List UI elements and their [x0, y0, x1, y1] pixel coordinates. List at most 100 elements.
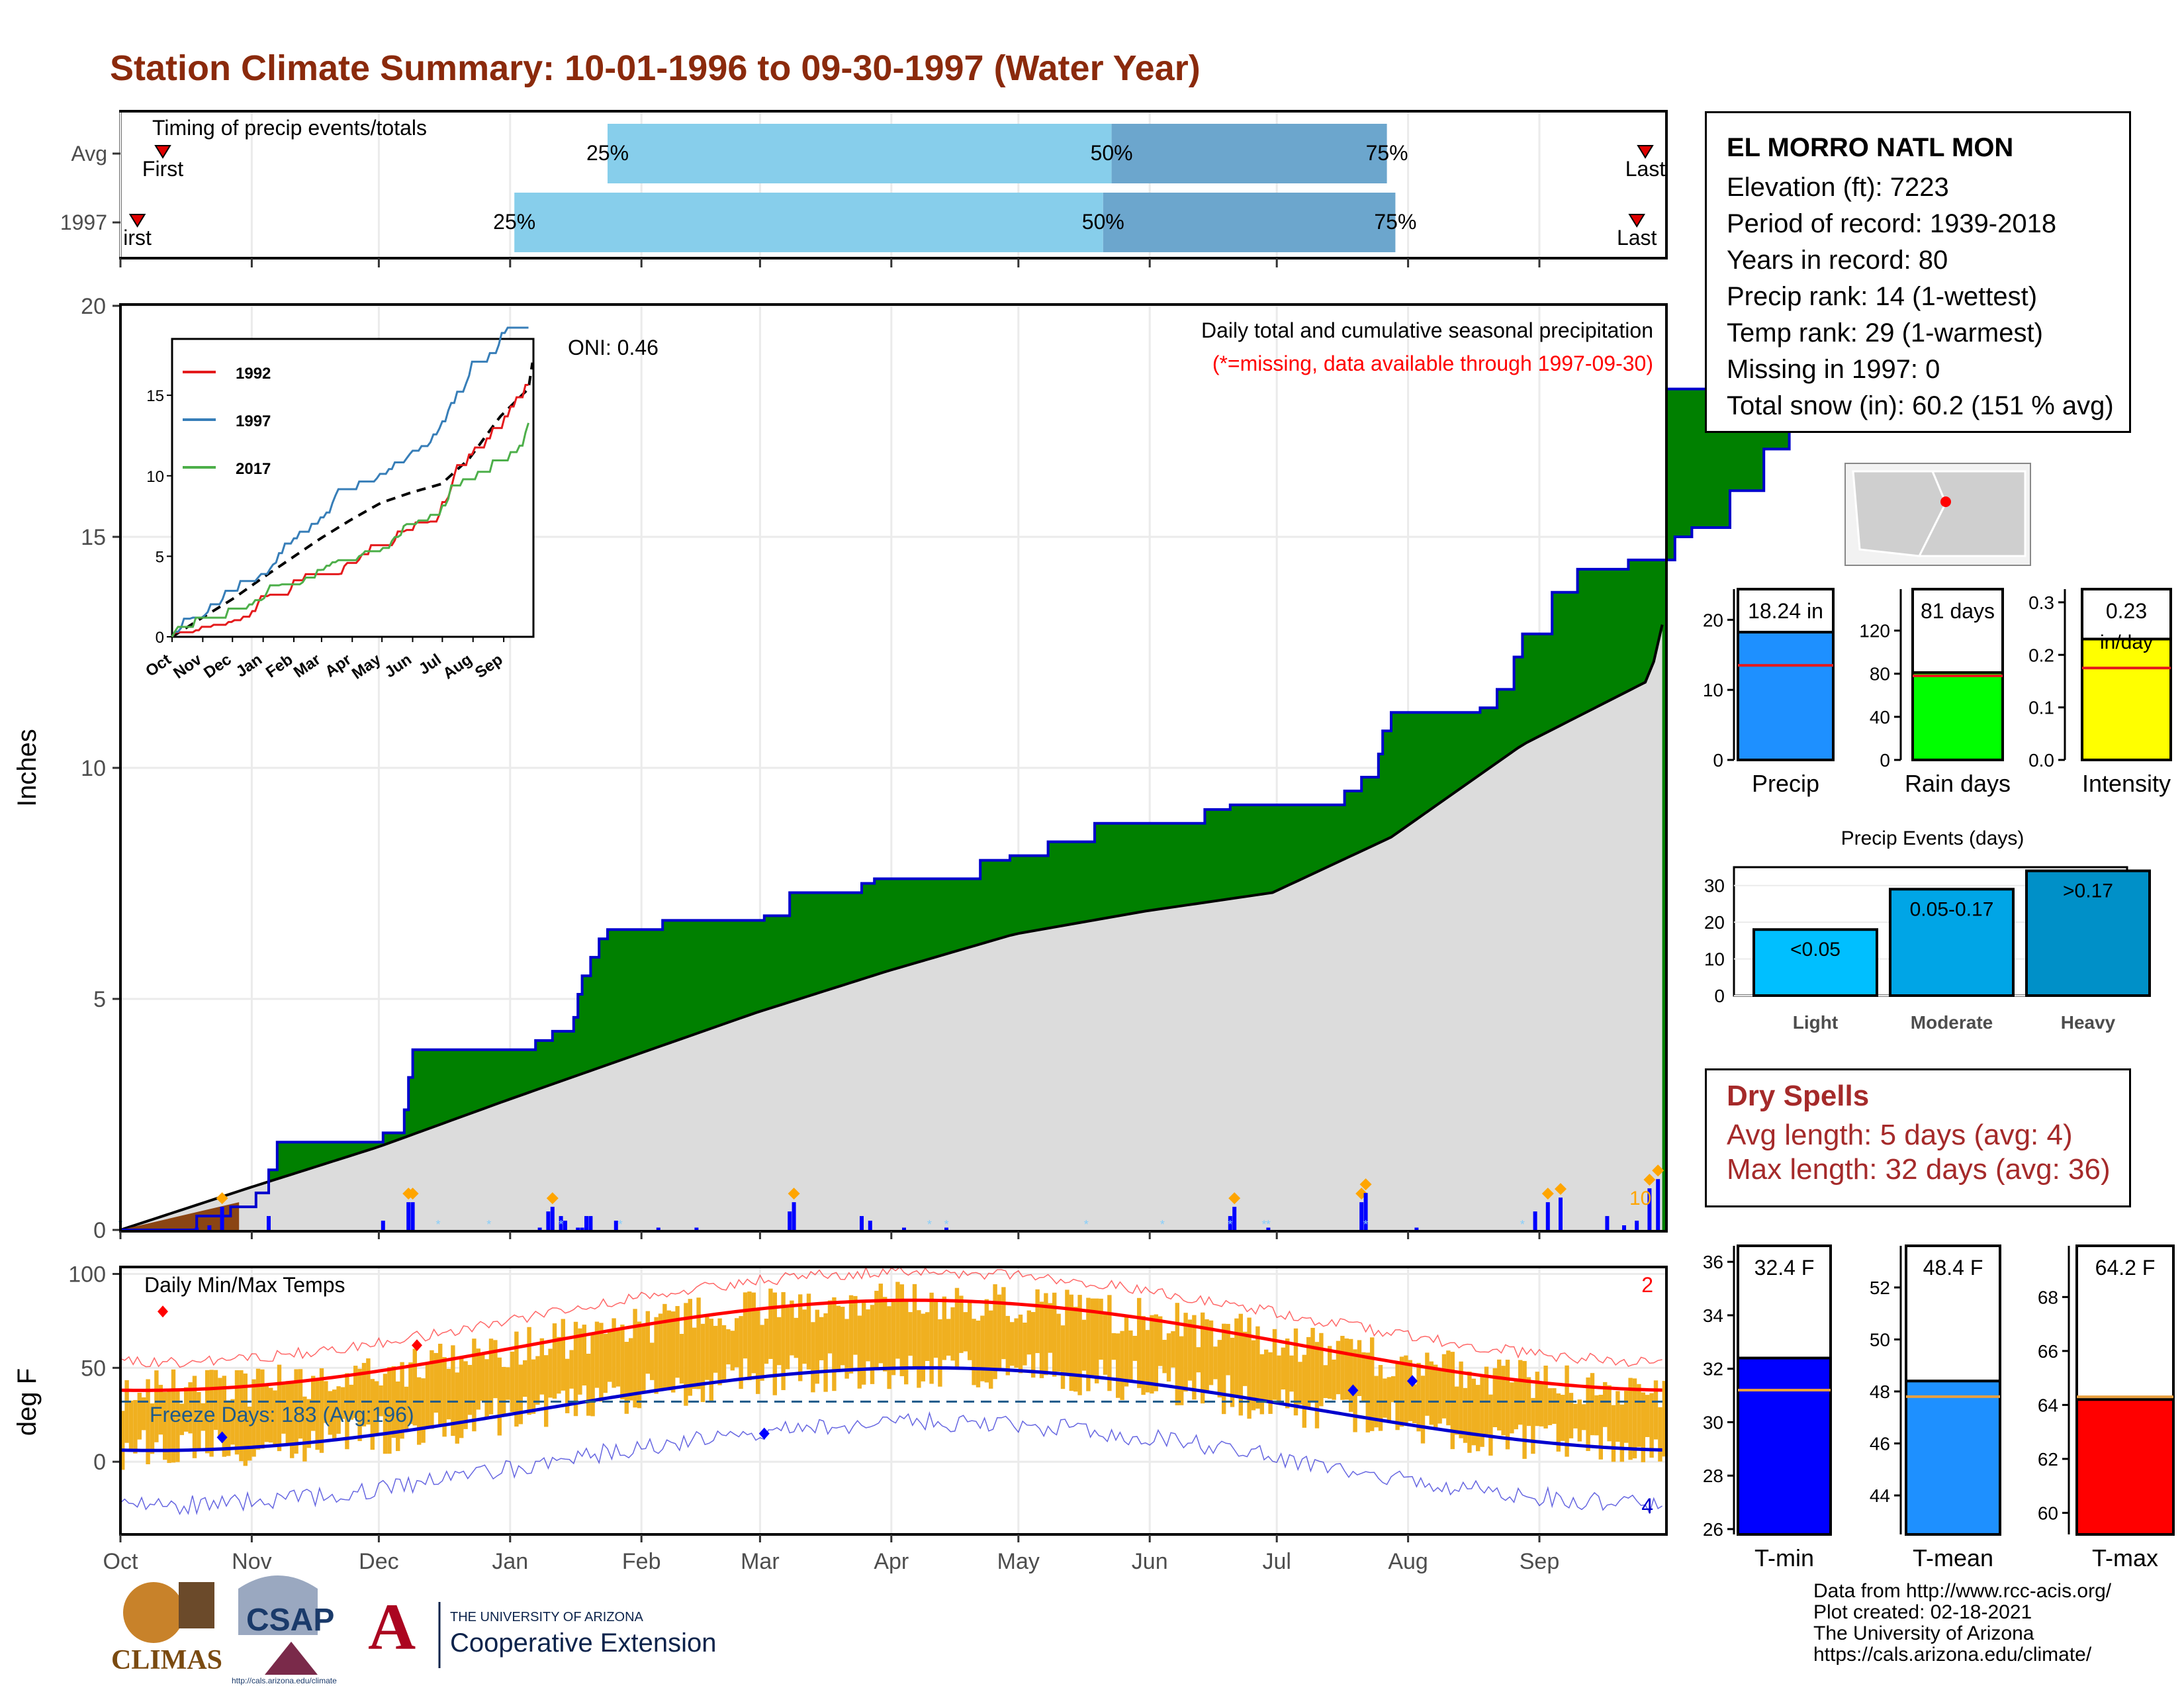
- month-label: Nov: [232, 1549, 271, 1574]
- temp-range-bar: [1632, 1378, 1637, 1459]
- temp-range-bar: [1196, 1347, 1201, 1373]
- temp-range-bar: [1065, 1289, 1069, 1374]
- temp-range-bar: [1116, 1333, 1120, 1398]
- station-precip-rank: Precip rank: 14 (1-wettest): [1727, 282, 2038, 311]
- temp-range-bar: [1205, 1319, 1209, 1393]
- temp-range-bar: [1399, 1356, 1404, 1427]
- temp-range-bar: [197, 1391, 201, 1452]
- daily-precip-bar: [1656, 1179, 1661, 1230]
- timing-pct-label: 50%: [1091, 141, 1133, 165]
- heavy-event-marker: [546, 1192, 559, 1205]
- temp-range-bar: [1332, 1359, 1336, 1400]
- temp-range-bar: [565, 1358, 570, 1413]
- dry-spells-max: Max length: 32 days (avg: 36): [1727, 1153, 2111, 1186]
- temp-range-bar: [721, 1325, 727, 1382]
- temp-range-bar: [1039, 1301, 1044, 1378]
- temp-range-bar: [921, 1313, 925, 1382]
- station-missing: Missing in 1997: 0: [1727, 355, 1940, 384]
- temp-range-bar: [925, 1312, 930, 1361]
- daily-precip-bar: [410, 1202, 415, 1230]
- temp-range-bar: [1217, 1340, 1222, 1398]
- temp-mean-summary-bar: [1905, 1380, 2001, 1536]
- temp-max-summary-frame: [2075, 1244, 2175, 1401]
- temp-range-bar: [815, 1309, 819, 1384]
- intensity-summary-ytick-label: 0.2: [2028, 645, 2054, 665]
- temp-range-bar: [666, 1310, 671, 1391]
- temp-range-bar: [523, 1360, 527, 1397]
- daily-precip-bar: [1414, 1227, 1419, 1230]
- temp-range-bar: [120, 1411, 125, 1470]
- temp-range-bar: [1018, 1314, 1023, 1374]
- inset-series-1992: [171, 384, 529, 637]
- daily-precip-bar: [381, 1221, 385, 1230]
- temp-range-bar: [1476, 1385, 1480, 1452]
- temp-range-bar: [1090, 1298, 1095, 1376]
- temp-range-bar: [848, 1295, 854, 1374]
- temp-range-bar: [599, 1323, 604, 1402]
- temp-range-bar: [1577, 1399, 1582, 1442]
- temp-range-bar: [1336, 1340, 1341, 1395]
- temp-max-summary-bar: [2075, 1398, 2175, 1536]
- record-low-marker: [758, 1427, 770, 1440]
- temp-range-bar: [933, 1299, 938, 1358]
- temp-range-bar: [1446, 1350, 1451, 1426]
- precip-ytick-label: 20: [81, 294, 106, 319]
- temp-range-bar: [641, 1324, 646, 1393]
- temp-range-bar: [1408, 1360, 1412, 1421]
- temp-range-bar: [1264, 1349, 1269, 1403]
- daily-precip-bar: [656, 1227, 660, 1230]
- ua-logo-small: THE UNIVERSITY OF ARIZONA: [450, 1610, 643, 1624]
- temp-range-bar: [1247, 1317, 1251, 1419]
- temp-range-bar: [375, 1381, 379, 1434]
- temp-range-bar: [243, 1373, 248, 1466]
- credit-line: https://cals.arizona.edu/climate/: [1813, 1644, 2092, 1665]
- temp-range-bar: [1467, 1371, 1472, 1453]
- temp-range-bar: [459, 1357, 464, 1438]
- temp-range-bar: [1543, 1366, 1548, 1429]
- daily-precip-bar: [868, 1221, 872, 1230]
- credit-line: Plot created: 02-18-2021: [1813, 1601, 2032, 1623]
- temp-range-bar: [1582, 1404, 1586, 1430]
- daily-precip-bar: [559, 1216, 563, 1230]
- temp-range-bar: [484, 1359, 489, 1417]
- temp-range-bar: [841, 1307, 845, 1366]
- raindays-summary-axis-label: Rain days: [1905, 770, 2011, 797]
- temp-range-bar: [1619, 1404, 1624, 1462]
- temp-range-bar: [476, 1348, 480, 1410]
- temp-range-bar: [273, 1390, 277, 1448]
- station-name: EL MORRO NATL MON: [1727, 133, 2014, 162]
- temp-range-bar: [929, 1292, 934, 1384]
- temp-range-bar: [989, 1310, 993, 1389]
- temp-range-bar: [544, 1355, 549, 1427]
- credit-line: The University of Arizona: [1813, 1622, 2034, 1644]
- temp-range-bar: [836, 1305, 841, 1372]
- temp-range-bar: [1081, 1319, 1087, 1371]
- temp-range-bar: [1637, 1383, 1641, 1447]
- raindays-summary-frame: [1911, 588, 2004, 675]
- temp-range-bar: [188, 1382, 193, 1434]
- temp-range-bar: [802, 1309, 807, 1364]
- daily-precip-bar: [860, 1216, 864, 1230]
- month-label: Sep: [1520, 1549, 1560, 1574]
- temp-range-bar: [1255, 1326, 1260, 1409]
- inset-legend-label: 1992: [236, 365, 271, 383]
- precip-summary-value-label: 18.24 in: [1748, 599, 1823, 623]
- csap-url: http://cals.arizona.edu/climate: [232, 1676, 337, 1685]
- daily-precip-bar: [406, 1202, 411, 1230]
- oni-label: ONI: 0.46: [568, 336, 659, 359]
- temp-range-bar: [340, 1387, 345, 1419]
- temp-range-bar: [357, 1368, 362, 1441]
- inset-ytick-label: 10: [146, 468, 164, 486]
- temp-range-bar: [1531, 1397, 1535, 1454]
- heavy-event-marker: [216, 1192, 228, 1205]
- temp-range-bar: [968, 1300, 972, 1360]
- daily-precip-bar: [902, 1227, 906, 1230]
- precip-events-bar: [1889, 888, 2015, 998]
- daily-precip-bar: [220, 1207, 224, 1230]
- temp-range-bar: [142, 1397, 146, 1430]
- temp-range-bar: [150, 1403, 155, 1454]
- timing-pct-label: 75%: [1366, 141, 1408, 165]
- temp-range-bar: [768, 1288, 773, 1359]
- temp-range-bar: [1128, 1330, 1133, 1382]
- temp-range-bar: [1166, 1333, 1171, 1382]
